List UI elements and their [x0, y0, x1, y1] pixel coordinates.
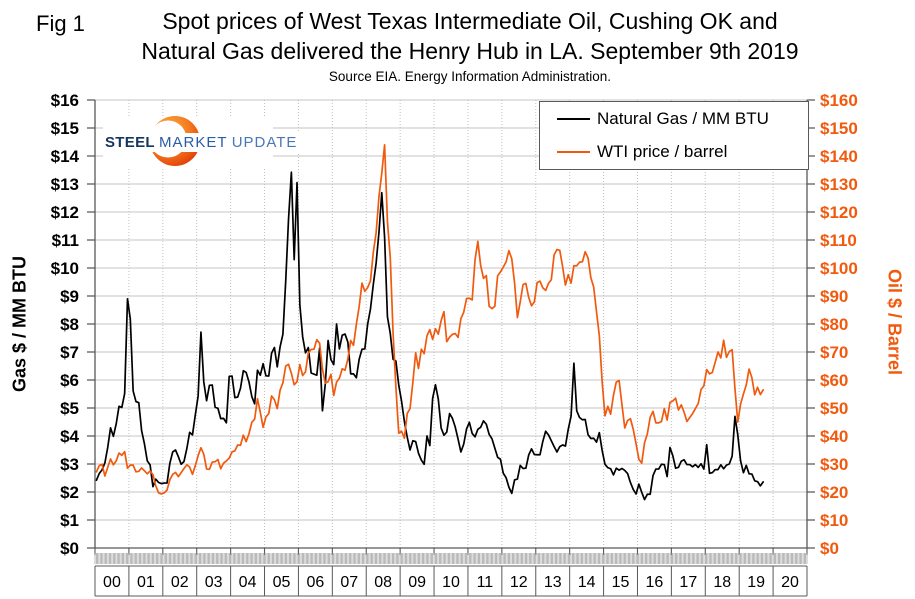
right-axis-tick-label: $20 [820, 483, 848, 502]
x-axis-year-label: 00 [103, 574, 121, 591]
x-axis-year-label: 19 [747, 574, 765, 591]
left-axis-tick-label: $10 [51, 259, 79, 278]
gas-line-swatch [557, 117, 590, 120]
logo-word-market: MARKET [159, 133, 228, 151]
right-axis-tick-label: $90 [820, 287, 848, 306]
source-caption: Source EIA. Energy Information Administr… [328, 69, 612, 84]
x-axis-year-label: 13 [544, 574, 562, 591]
left-axis-title: Gas $ / MM BTU [9, 255, 30, 393]
x-axis-year-label: 10 [442, 574, 460, 591]
left-axis-tick-label: $0 [60, 539, 79, 558]
steel-market-update-logo: STEEL MARKET UPDATE [103, 116, 300, 167]
left-axis-tick-label: $6 [60, 371, 79, 390]
right-axis-tick-label: $70 [820, 343, 848, 362]
minor-tick-band [94, 553, 808, 564]
left-axis-tick-label: $8 [60, 315, 79, 334]
left-axis-tick-label: $11 [52, 231, 79, 250]
legend-label-gas: Natural Gas / MM BTU [597, 108, 769, 128]
chart-title-block: Spot prices of West Texas Intermediate O… [100, 6, 840, 84]
x-axis-year-label: 18 [713, 574, 731, 591]
x-axis-year-label: 03 [205, 574, 223, 591]
legend-label-wti: WTI price / barrel [597, 142, 728, 162]
right-axis-tick-label: $100 [820, 259, 858, 278]
x-axis-year-label: 15 [612, 574, 630, 591]
right-axis-tick-label: $120 [820, 203, 858, 222]
x-axis-year-label: 07 [340, 574, 358, 591]
x-axis-year-label: 06 [306, 574, 324, 591]
left-axis-tick-label: $9 [60, 287, 79, 306]
right-axis-tick-label: $160 [820, 91, 858, 110]
x-axis-year-label: 14 [578, 574, 596, 591]
left-axis-tick-label: $2 [60, 483, 79, 502]
logo-text: STEEL MARKET UPDATE [103, 117, 300, 167]
x-axis-year-label: 01 [137, 574, 155, 591]
left-axis-tick-label: $13 [51, 175, 79, 194]
x-axis-year-label: 11 [477, 574, 494, 591]
right-axis-tick-label: $140 [820, 147, 858, 166]
gas-series-line [95, 171, 765, 501]
x-axis-year-label: 16 [646, 574, 664, 591]
right-axis-ticks [807, 99, 815, 549]
left-axis-tick-label: $1 [60, 511, 79, 530]
left-axis-tick-label: $14 [51, 147, 80, 166]
right-axis-tick-label: $60 [820, 371, 848, 390]
right-axis-title: Oil $ / Barrel [884, 268, 905, 376]
right-axis-tick-label: $50 [820, 399, 848, 418]
logo-word-update: UPDATE [231, 133, 298, 151]
right-axis-tick-label: $130 [820, 175, 858, 194]
logo-word-steel: STEEL [105, 133, 155, 151]
right-axis-tick-label: $30 [820, 455, 848, 474]
x-axis-year-label: 12 [510, 574, 528, 591]
left-axis-tick-label: $3 [60, 455, 79, 474]
x-axis-year-label: 04 [239, 574, 257, 591]
x-axis-year-label: 02 [171, 574, 189, 591]
x-axis-year-label: 17 [679, 574, 697, 591]
x-axis-year-label: 20 [781, 574, 799, 591]
left-axis-tick-label: $5 [60, 399, 79, 418]
left-axis-ticks [87, 99, 95, 549]
right-axis-tick-label: $10 [820, 511, 848, 530]
horizontal-gridlines [95, 99, 807, 521]
legend-item-wti: WTI price / barrel [540, 140, 808, 164]
left-axis-tick-label: $4 [60, 427, 79, 446]
right-axis-tick-label: $0 [820, 539, 839, 558]
left-axis-tick-label: $7 [60, 343, 79, 362]
right-axis-tick-label: $110 [820, 231, 857, 250]
x-axis-year-label: 05 [273, 574, 291, 591]
chart-title-line1: Spot prices of West Texas Intermediate O… [162, 8, 778, 34]
year-boundary-ticks [94, 548, 808, 555]
right-axis-tick-label: $80 [820, 315, 848, 334]
left-axis-tick-label: $12 [51, 203, 79, 222]
chart-title-line2: Natural Gas delivered the Henry Hub in L… [141, 38, 799, 64]
wti-series-line [95, 143, 765, 495]
wti-line-swatch [557, 151, 590, 154]
left-axis-tick-label: $16 [51, 91, 79, 110]
right-axis-tick-label: $40 [820, 427, 848, 446]
legend-item-gas: Natural Gas / MM BTU [540, 107, 808, 131]
right-axis-tick-label: $150 [820, 119, 858, 138]
year-label-boxes [94, 565, 808, 597]
x-axis-year-label: 09 [408, 574, 426, 591]
x-axis-year-label: 08 [374, 574, 392, 591]
legend: Natural Gas / MM BTU WTI price / barrel [539, 101, 809, 170]
left-axis-tick-label: $15 [51, 119, 79, 138]
figure-number: Fig 1 [36, 11, 85, 36]
